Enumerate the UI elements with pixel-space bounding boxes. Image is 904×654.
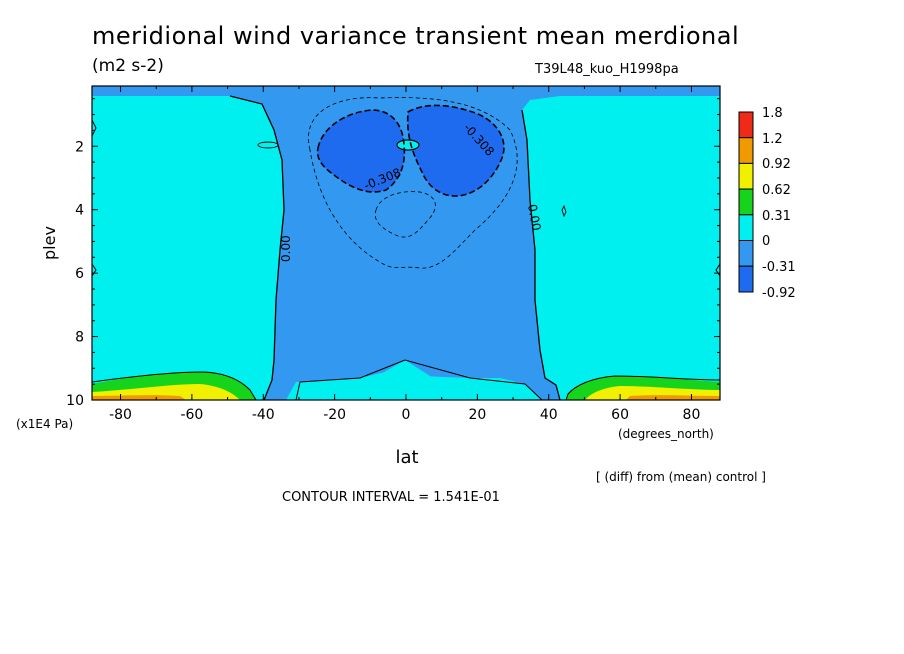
field-positive-right-orange [626,395,720,400]
colorbar-label: 0.92 [762,157,791,172]
x-tick-label: 80 [683,407,701,423]
x-axis-unit: (degrees_north) [618,427,714,441]
colorbar-label: 0.62 [762,183,791,198]
x-tick-label: 0 [402,407,411,423]
field-negative-region [92,86,720,400]
colorbar-label: -0.31 [762,260,796,275]
y-axis-label: plev [40,226,59,260]
contour-label: 0.00 [279,235,293,262]
x-tick-label: 20 [468,407,486,423]
x-tick-label: -60 [180,407,203,423]
colorbar-swatch [738,214,754,242]
y-axis-unit: (x1E4 Pa) [16,417,73,431]
colorbar-swatch [738,137,754,164]
x-tick-label: 60 [611,407,629,423]
colorbar-swatch [738,162,754,190]
y-tick-label: 2 [75,139,84,155]
colorbar-swatch [738,111,754,139]
field-strong-negative-left [317,110,405,192]
y-axis-ticks: 2 4 6 8 10 [66,139,84,409]
y-tick-label: 6 [75,266,84,282]
colorbar-swatch [738,188,754,216]
x-tick-label: -40 [252,407,275,423]
chart-units: (m2 s-2) [92,56,164,76]
axis-ticks [92,86,720,401]
contour-lines [92,95,720,400]
diff-note: [ (diff) from (mean) control ] [596,470,766,484]
x-axis-ticks: -80 -60 -40 -20 0 20 40 60 80 [109,407,700,423]
field-zero-hole [397,140,419,150]
colorbar-label: 0 [762,234,770,249]
contour-interval: CONTOUR INTERVAL = 1.541E-01 [282,490,500,505]
x-tick-label: -20 [323,407,346,423]
x-axis-label: lat [395,447,418,468]
colorbar-label: 1.2 [762,132,783,147]
y-tick-label: 8 [75,330,84,346]
x-tick-label: 40 [540,407,558,423]
chart-title: meridional wind variance transient mean … [92,22,740,50]
colorbar-label: -0.92 [762,286,796,301]
colorbar-swatch [738,265,754,293]
x-tick-label: -80 [109,407,132,423]
colorbar [738,111,754,293]
y-tick-label: 4 [75,203,84,219]
contour-label: 0.00 [525,203,543,232]
field-positive-left-orange [92,395,186,400]
colorbar-label: 1.8 [762,106,783,121]
colorbar-labels: 1.8 1.2 0.92 0.62 0.31 0 -0.31 -0.92 [762,106,796,301]
colorbar-label: 0.31 [762,209,791,224]
colorbar-swatch [738,240,754,267]
plot-area [92,86,720,400]
y-tick-label: 10 [66,393,84,409]
experiment-label: T39L48_kuo_H1998pa [535,62,679,77]
field-zero-bottom [372,360,442,400]
field-strong-negative-right [407,105,504,197]
